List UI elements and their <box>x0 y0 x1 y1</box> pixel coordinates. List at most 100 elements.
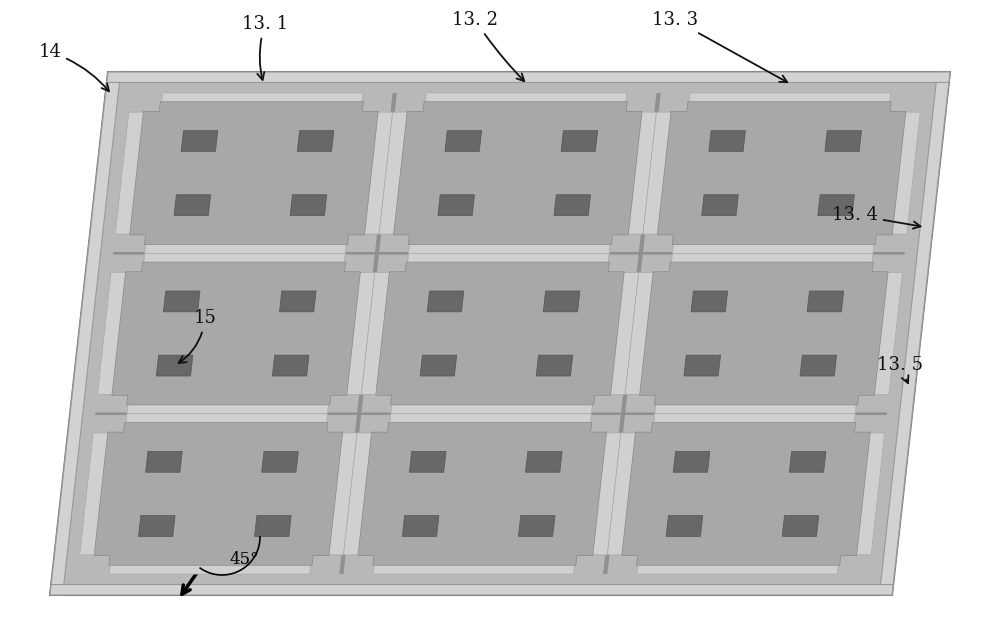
Polygon shape <box>512 394 593 414</box>
Polygon shape <box>353 160 419 186</box>
Polygon shape <box>50 72 121 595</box>
Polygon shape <box>825 131 862 151</box>
Polygon shape <box>782 516 819 536</box>
Polygon shape <box>370 273 407 321</box>
Polygon shape <box>420 355 457 376</box>
Polygon shape <box>146 451 182 472</box>
Polygon shape <box>445 131 482 151</box>
Text: 13. 1: 13. 1 <box>242 15 288 80</box>
Polygon shape <box>625 253 902 414</box>
Polygon shape <box>622 423 870 565</box>
Polygon shape <box>156 355 193 376</box>
Polygon shape <box>312 507 349 555</box>
Polygon shape <box>375 93 397 253</box>
Polygon shape <box>107 72 950 83</box>
Polygon shape <box>50 72 950 595</box>
Polygon shape <box>789 451 826 472</box>
Polygon shape <box>317 481 383 507</box>
Text: 14: 14 <box>39 43 109 91</box>
Polygon shape <box>115 93 393 253</box>
Polygon shape <box>407 253 488 273</box>
Polygon shape <box>222 234 268 273</box>
Polygon shape <box>776 394 857 414</box>
Polygon shape <box>379 93 656 253</box>
Polygon shape <box>113 252 377 254</box>
Polygon shape <box>339 414 361 574</box>
Polygon shape <box>543 291 580 312</box>
Polygon shape <box>807 291 844 312</box>
Polygon shape <box>616 433 653 481</box>
Polygon shape <box>377 252 641 254</box>
Polygon shape <box>623 413 887 415</box>
Polygon shape <box>80 414 357 574</box>
Polygon shape <box>576 507 613 555</box>
Polygon shape <box>670 253 752 273</box>
Polygon shape <box>248 394 330 414</box>
Polygon shape <box>640 262 888 405</box>
Polygon shape <box>603 414 625 574</box>
Polygon shape <box>617 160 683 186</box>
Polygon shape <box>666 516 703 536</box>
Polygon shape <box>163 291 200 312</box>
Polygon shape <box>611 186 648 234</box>
Polygon shape <box>204 394 251 433</box>
Polygon shape <box>394 102 642 244</box>
Polygon shape <box>402 516 439 536</box>
Polygon shape <box>657 102 906 244</box>
Polygon shape <box>633 273 670 321</box>
Polygon shape <box>732 394 778 433</box>
Polygon shape <box>98 253 375 414</box>
Polygon shape <box>358 423 606 565</box>
Polygon shape <box>352 433 389 481</box>
Polygon shape <box>94 423 343 565</box>
Polygon shape <box>468 394 514 433</box>
Polygon shape <box>181 131 218 151</box>
Polygon shape <box>651 112 688 160</box>
Polygon shape <box>684 355 721 376</box>
Polygon shape <box>607 414 885 574</box>
Polygon shape <box>673 451 710 472</box>
Polygon shape <box>536 355 573 376</box>
Polygon shape <box>653 414 734 433</box>
Polygon shape <box>749 234 796 273</box>
Text: 13. 4: 13. 4 <box>832 206 920 228</box>
Polygon shape <box>879 72 950 595</box>
Text: 45°: 45° <box>229 550 259 567</box>
Polygon shape <box>641 252 905 254</box>
Polygon shape <box>800 355 837 376</box>
Polygon shape <box>526 451 562 472</box>
Polygon shape <box>357 253 379 414</box>
Polygon shape <box>561 131 598 151</box>
Polygon shape <box>112 262 360 405</box>
Polygon shape <box>518 516 555 536</box>
Text: 15: 15 <box>179 309 216 363</box>
Polygon shape <box>818 195 854 216</box>
Polygon shape <box>709 131 745 151</box>
Polygon shape <box>427 291 464 312</box>
Text: 13. 2: 13. 2 <box>452 11 524 81</box>
Polygon shape <box>593 346 630 394</box>
Text: 13. 3: 13. 3 <box>652 11 787 82</box>
Polygon shape <box>344 414 621 574</box>
Polygon shape <box>530 234 611 253</box>
Polygon shape <box>125 414 206 433</box>
Polygon shape <box>347 186 384 234</box>
Polygon shape <box>290 195 327 216</box>
Polygon shape <box>554 195 591 216</box>
Polygon shape <box>297 131 334 151</box>
Polygon shape <box>794 234 875 253</box>
Polygon shape <box>330 346 367 394</box>
Polygon shape <box>255 516 291 536</box>
Polygon shape <box>359 413 623 415</box>
Text: 13. 5: 13. 5 <box>877 356 923 383</box>
Polygon shape <box>361 253 639 414</box>
Polygon shape <box>387 112 424 160</box>
Polygon shape <box>50 584 893 595</box>
Polygon shape <box>143 253 224 273</box>
Polygon shape <box>409 451 446 472</box>
Polygon shape <box>643 93 920 253</box>
Polygon shape <box>272 355 309 376</box>
Polygon shape <box>621 253 643 414</box>
Polygon shape <box>438 195 474 216</box>
Polygon shape <box>639 93 661 253</box>
